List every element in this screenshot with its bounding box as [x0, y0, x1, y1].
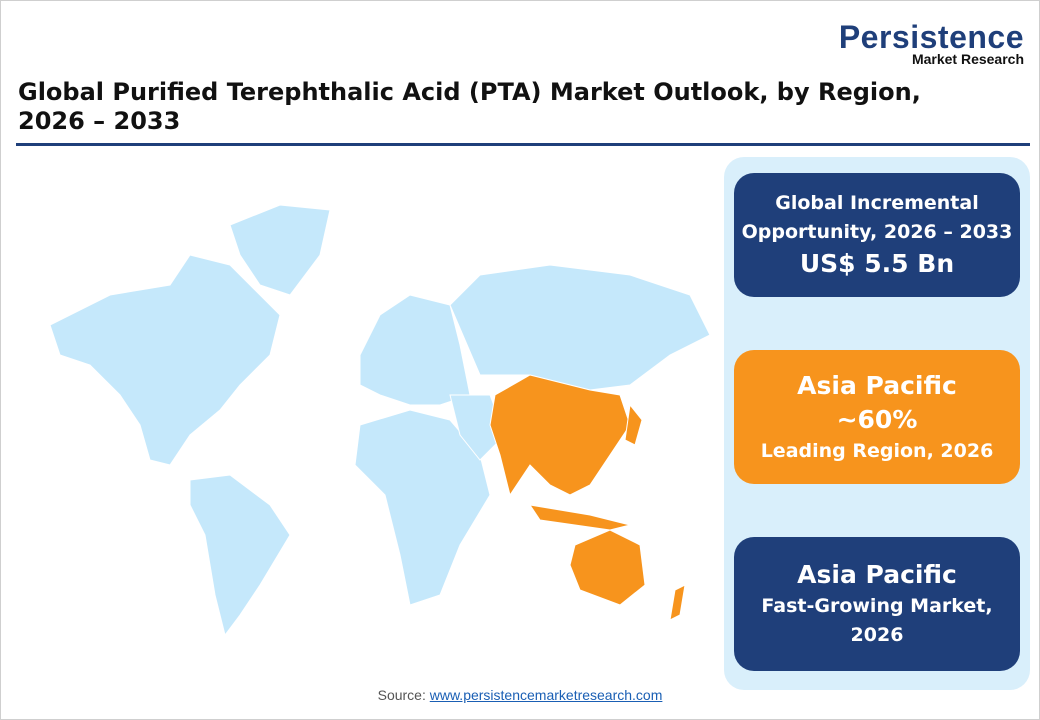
card-caption: Fast-Growing Market,: [761, 595, 993, 617]
logo-name: Persistence: [838, 19, 1024, 55]
logo: Persistence Market Research: [838, 19, 1024, 67]
source-link[interactable]: www.persistencemarketresearch.com: [429, 687, 663, 703]
card-value: US$ 5.5 Bn: [799, 249, 955, 278]
asia-pacific: [489, 374, 631, 497]
card-value: ~60%: [836, 404, 918, 434]
page-title: Global Purified Terephthalic Acid (PTA) …: [18, 78, 921, 135]
middle-east: [449, 394, 506, 461]
card-label: Opportunity, 2026 – 2033: [741, 221, 1013, 243]
new-zealand: [669, 584, 686, 621]
leading-region-card: Asia Pacific ~60% Leading Region, 2026: [734, 350, 1020, 484]
card-caption: 2026: [850, 624, 904, 646]
card-region: Asia Pacific: [797, 370, 957, 400]
australia: [569, 529, 646, 606]
source: Source: www.persistencemarketresearch.co…: [0, 687, 1040, 703]
japan: [624, 403, 643, 446]
russia: [449, 264, 711, 391]
greenland: [229, 204, 331, 296]
divider: [16, 143, 1030, 146]
africa: [354, 409, 491, 606]
incremental-opportunity-card: Global Incremental Opportunity, 2026 – 2…: [734, 173, 1020, 297]
logo-tagline: Market Research: [911, 51, 1024, 67]
source-label: Source:: [377, 687, 426, 703]
card-caption: Leading Region, 2026: [760, 439, 994, 462]
south-america: [189, 474, 291, 637]
world-map: [49, 204, 711, 637]
card-label: Global Incremental: [775, 192, 979, 214]
indonesia: [528, 504, 631, 531]
fast-growing-card: Asia Pacific Fast-Growing Market, 2026: [734, 537, 1020, 671]
north-america: [49, 254, 281, 466]
card-region: Asia Pacific: [797, 560, 957, 589]
